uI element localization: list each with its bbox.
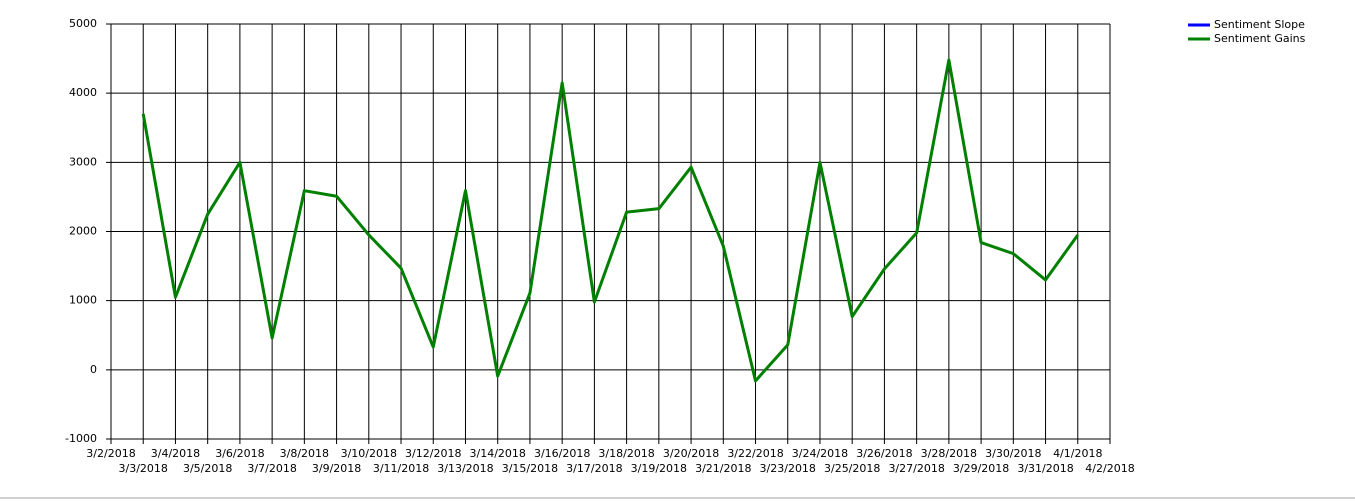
x-tick-label: 3/28/2018 [921, 447, 977, 460]
x-tick-label: 3/10/2018 [341, 447, 397, 460]
x-tick-label: 3/2/2018 [86, 447, 135, 460]
y-tick-label: 2000 [69, 225, 97, 238]
x-tick-label: 3/13/2018 [437, 462, 493, 475]
x-tick-label: 3/3/2018 [119, 462, 168, 475]
x-tick-label: 3/29/2018 [953, 462, 1009, 475]
x-tick-label: 3/26/2018 [856, 447, 912, 460]
x-tick-label: 3/8/2018 [280, 447, 329, 460]
x-tick-label: 3/22/2018 [727, 447, 783, 460]
y-tick-label: 3000 [69, 155, 97, 168]
x-tick-label: 3/6/2018 [215, 447, 264, 460]
y-tick-label: 1000 [69, 294, 97, 307]
x-tick-label: 3/4/2018 [151, 447, 200, 460]
y-tick-label: 5000 [69, 17, 97, 30]
x-tick-label: 3/30/2018 [985, 447, 1041, 460]
y-tick-label: 4000 [69, 86, 97, 99]
legend-label: Sentiment Gains [1214, 32, 1306, 45]
x-tick-label: 3/24/2018 [792, 447, 848, 460]
x-tick-label: 3/23/2018 [760, 462, 816, 475]
x-tick-label: 3/14/2018 [470, 447, 526, 460]
x-tick-label: 3/9/2018 [312, 462, 361, 475]
x-tick-label: 3/7/2018 [247, 462, 296, 475]
x-tick-label: 3/19/2018 [631, 462, 687, 475]
series-line [141, 58, 1079, 383]
legend-label: Sentiment Slope [1214, 18, 1305, 31]
y-tick-label: -1000 [65, 432, 97, 445]
x-tick-label: 4/1/2018 [1053, 447, 1102, 460]
x-tick-label: 3/12/2018 [405, 447, 461, 460]
x-tick-label: 3/18/2018 [598, 447, 654, 460]
x-tick-label: 3/25/2018 [824, 462, 880, 475]
x-tick-label: 3/16/2018 [534, 447, 590, 460]
x-tick-label: 3/20/2018 [663, 447, 719, 460]
x-tick-label: 4/2/2018 [1085, 462, 1134, 475]
x-tick-label: 3/31/2018 [1017, 462, 1073, 475]
y-tick-label: 0 [90, 363, 97, 376]
x-tick-label: 3/21/2018 [695, 462, 751, 475]
x-tick-label: 3/5/2018 [183, 462, 232, 475]
x-tick-label: 3/11/2018 [373, 462, 429, 475]
x-tick-label: 3/27/2018 [888, 462, 944, 475]
x-tick-label: 3/15/2018 [502, 462, 558, 475]
x-tick-label: 3/17/2018 [566, 462, 622, 475]
